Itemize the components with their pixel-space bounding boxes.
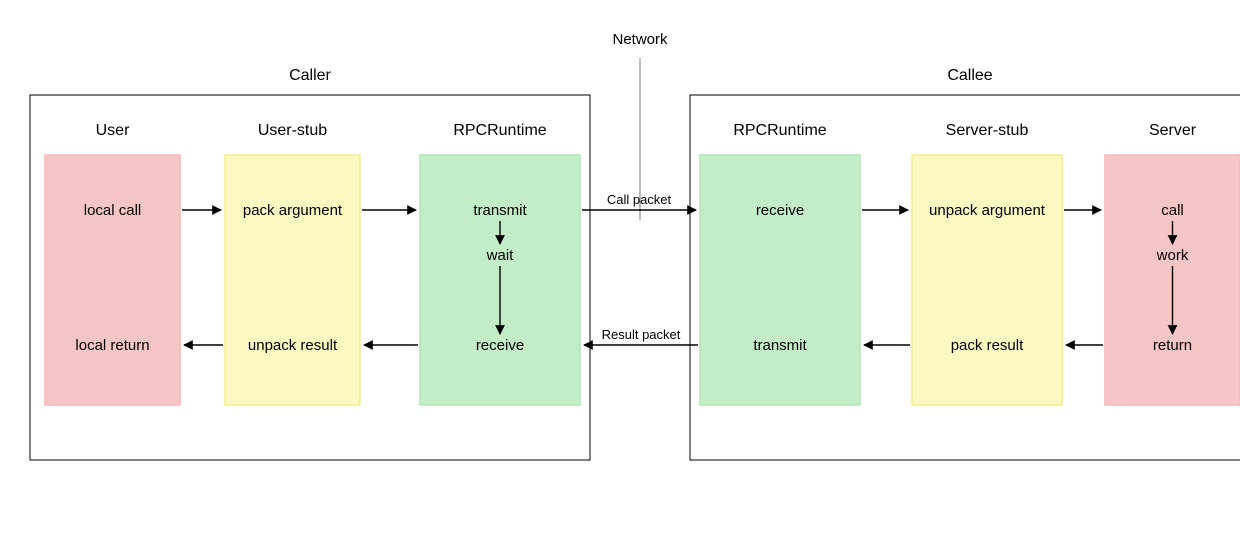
arrow-label-a8: Result packet — [602, 327, 681, 342]
cell-server-mid1: work — [1156, 247, 1189, 264]
cell-user-stub-call: pack argument — [243, 202, 343, 219]
column-title-user-stub: User-stub — [258, 122, 327, 139]
cell-rpc-caller-mid1: wait — [486, 247, 515, 264]
cell-rpc-caller-call: transmit — [473, 202, 527, 219]
column-box-rpc-callee — [700, 155, 860, 405]
column-box-server-stub — [912, 155, 1062, 405]
cell-rpc-callee-return: transmit — [753, 337, 807, 354]
cell-user-stub-return: unpack result — [248, 337, 338, 354]
column-title-server: Server — [1149, 122, 1197, 139]
cell-user-call: local call — [84, 202, 142, 219]
cell-rpc-caller-return: receive — [476, 337, 524, 354]
column-title-rpc-caller: RPCRuntime — [453, 122, 546, 139]
network-label: Network — [612, 31, 668, 48]
cell-user-return: local return — [75, 337, 149, 354]
cell-server-call: call — [1161, 202, 1184, 219]
cell-rpc-callee-call: receive — [756, 202, 804, 219]
column-box-user-stub — [225, 155, 360, 405]
cell-server-stub-return: pack result — [951, 337, 1024, 354]
column-title-user: User — [96, 122, 130, 139]
column-title-rpc-callee: RPCRuntime — [733, 122, 826, 139]
cell-server-stub-call: unpack argument — [929, 202, 1046, 219]
container-title-callee: Callee — [947, 67, 992, 84]
container-title-caller: Caller — [289, 67, 331, 84]
column-title-server-stub: Server-stub — [946, 122, 1029, 139]
cell-server-return: return — [1153, 337, 1192, 354]
column-box-user — [45, 155, 180, 405]
arrow-label-a3: Call packet — [607, 192, 672, 207]
